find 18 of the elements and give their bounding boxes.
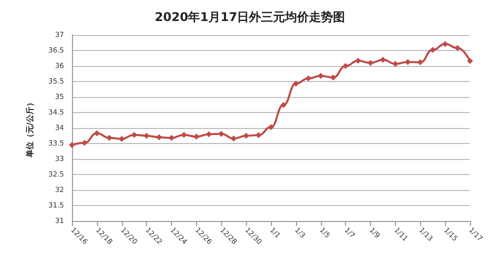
point: [230, 136, 237, 142]
point: [368, 60, 374, 66]
point: [330, 74, 336, 80]
point: [318, 72, 324, 79]
point: [292, 80, 299, 87]
point: [69, 142, 75, 148]
point: [380, 56, 386, 63]
chart-title: 2020年1月17日外三元均价走势图: [154, 10, 346, 24]
point: [256, 132, 262, 138]
point: [467, 58, 473, 64]
point: [305, 75, 312, 82]
point: [280, 102, 286, 108]
point: [94, 130, 100, 136]
point: [392, 60, 398, 67]
point: [268, 124, 274, 130]
point: [168, 134, 174, 141]
point: [454, 45, 461, 52]
y-axis-title: 单位（元/公斤）: [26, 98, 34, 158]
